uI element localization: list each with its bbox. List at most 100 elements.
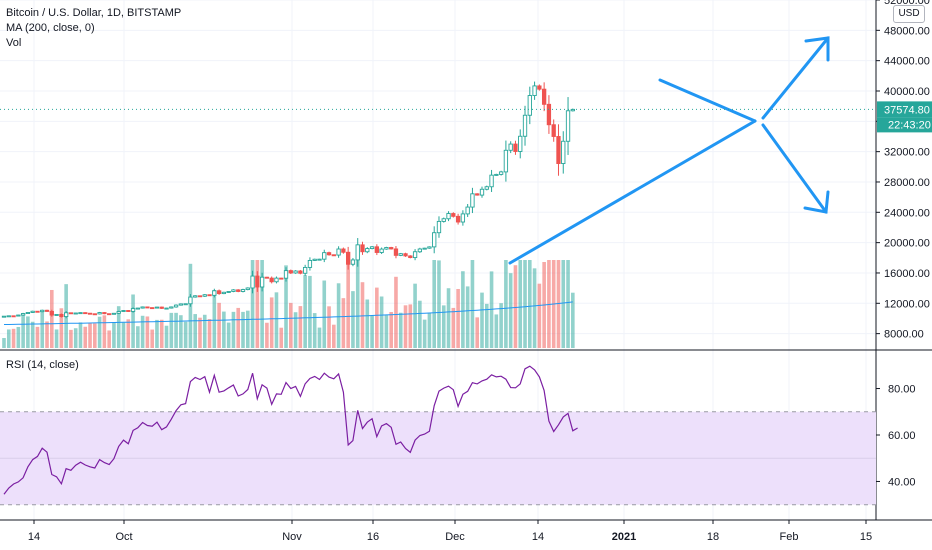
volume-bar <box>83 326 88 348</box>
volume-bar <box>513 265 518 348</box>
volume-bar <box>365 299 370 348</box>
candle-body <box>436 220 442 234</box>
volume-bar <box>484 303 489 348</box>
candle-body <box>25 312 31 314</box>
volume-bar <box>451 307 456 348</box>
volume-bar <box>222 311 226 348</box>
candle-body <box>102 312 107 315</box>
volume-bar <box>179 315 183 348</box>
candle <box>365 247 370 254</box>
vol-legend[interactable]: Vol <box>6 37 22 49</box>
candle <box>154 306 160 309</box>
candle-body <box>255 275 260 288</box>
volume-bar <box>241 311 245 348</box>
candle-body <box>475 193 480 196</box>
volume-bar <box>284 265 288 348</box>
candle <box>379 247 384 255</box>
volume-bar <box>150 329 154 348</box>
candle-body <box>240 289 246 292</box>
candle-body <box>250 275 255 289</box>
candle-body <box>455 215 461 223</box>
volume-bar <box>312 313 317 348</box>
candle-body <box>360 244 365 253</box>
volume-bar <box>169 312 174 348</box>
volume-bar <box>73 328 78 348</box>
volume-bar <box>389 312 393 348</box>
candle-body <box>527 95 532 116</box>
candle <box>565 97 571 155</box>
candle <box>87 312 93 315</box>
candle-body <box>236 289 241 292</box>
volume-bar <box>107 330 111 348</box>
candle-body <box>336 248 341 256</box>
currency-button[interactable]: USD <box>893 5 925 23</box>
candle <box>384 246 389 250</box>
candle <box>360 241 365 255</box>
price-axis: 8000.00 12000.00 16000.00 20000.00 24000.00 2… <box>876 0 930 341</box>
candle-body <box>193 295 198 298</box>
volume-bar <box>427 312 432 348</box>
candle-body <box>355 244 360 261</box>
candle <box>441 217 446 223</box>
time-tick-label: 14 <box>532 531 544 543</box>
volume-bar <box>571 292 575 348</box>
volume-bar <box>2 338 6 348</box>
triangle-upper-line <box>658 78 757 123</box>
volume-bar <box>317 327 322 348</box>
price-tick-label: 24000.00 <box>884 207 930 219</box>
candle-body <box>551 124 556 137</box>
candle-body <box>350 259 356 265</box>
volume-bar <box>441 305 446 348</box>
volume-bar <box>265 322 269 348</box>
candle <box>107 313 112 316</box>
candle <box>355 238 360 267</box>
time-tick-label: 2021 <box>612 531 636 543</box>
candle-body <box>489 174 494 188</box>
candle-body <box>279 277 284 280</box>
volume-bar <box>164 325 169 348</box>
time-tick-label: 15 <box>860 531 872 543</box>
volume-bar <box>11 328 16 348</box>
candle-body <box>111 312 117 315</box>
candle-body <box>164 307 169 310</box>
candle <box>460 210 466 226</box>
candle-body <box>389 247 394 250</box>
candle <box>432 226 437 254</box>
volume-bar <box>432 260 436 348</box>
candle <box>226 291 231 293</box>
candle-body <box>183 303 188 306</box>
candle <box>236 289 241 293</box>
volume-bar <box>465 286 470 348</box>
candle <box>551 119 556 142</box>
candle <box>537 84 542 91</box>
symbol-legend[interactable]: Bitcoin / U.S. Dollar, 1D, BITSTAMP MA (… <box>6 6 181 51</box>
candle <box>130 307 136 313</box>
candle <box>470 187 475 214</box>
candle <box>427 246 432 249</box>
triangle-lower-line <box>508 119 757 265</box>
volume-bar <box>193 314 197 348</box>
candle <box>408 255 413 259</box>
candle <box>288 269 293 275</box>
candle-body <box>494 173 499 176</box>
ma-legend[interactable]: MA (200, close, 0) <box>6 22 95 34</box>
candle <box>111 312 117 315</box>
candle <box>40 309 45 313</box>
candle <box>30 310 35 314</box>
volume-bar <box>437 260 441 348</box>
volume-bar <box>518 260 523 348</box>
candle <box>207 294 212 297</box>
volume-bar <box>231 311 236 348</box>
candle <box>508 141 513 154</box>
candle <box>498 170 504 176</box>
candle-body <box>326 252 332 256</box>
volume-bar <box>198 317 202 348</box>
candle-body <box>331 254 336 257</box>
candle <box>126 310 131 312</box>
time-tick-label: Oct <box>115 531 132 543</box>
breakout-up-arrowhead <box>804 36 830 62</box>
rsi-legend[interactable]: RSI (14, close) <box>6 359 79 371</box>
candle <box>298 269 303 275</box>
candle-body <box>546 103 552 126</box>
